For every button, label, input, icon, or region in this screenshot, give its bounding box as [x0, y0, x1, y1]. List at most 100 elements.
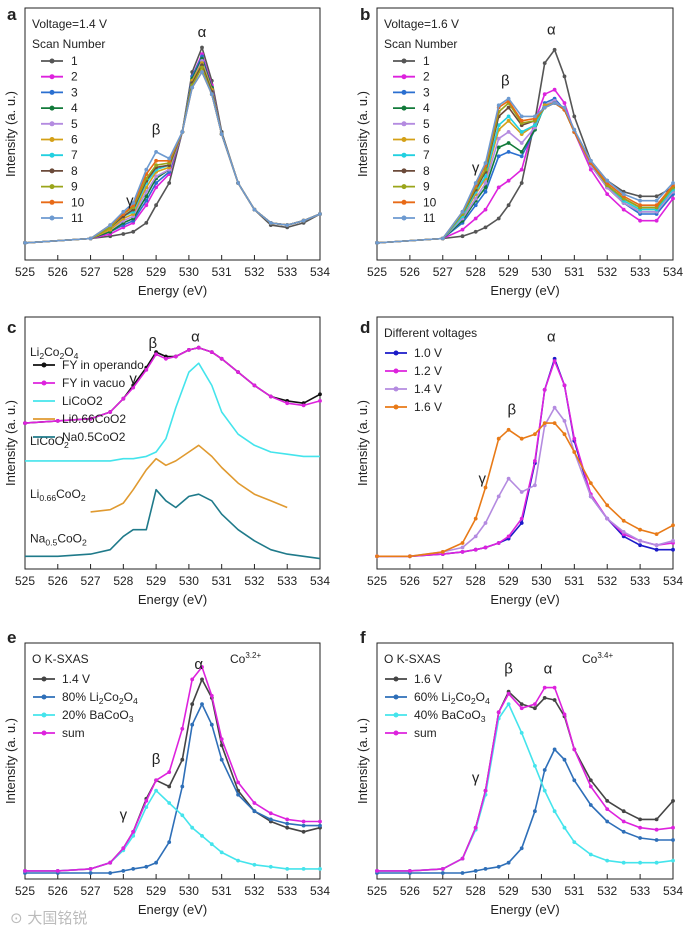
data-point: [533, 459, 537, 463]
data-point: [506, 860, 511, 865]
x-tick-label: 527: [433, 884, 453, 898]
data-point: [519, 141, 524, 145]
data-point: [483, 174, 488, 179]
data-point: [285, 817, 290, 822]
legend-label: 6: [71, 133, 78, 147]
data-point: [552, 405, 557, 410]
data-point: [108, 860, 113, 865]
data-point: [506, 96, 511, 101]
x-tick-label: 526: [48, 265, 68, 279]
data-point: [552, 698, 557, 702]
data-point: [654, 203, 659, 208]
data-point: [252, 383, 257, 388]
data-point: [144, 167, 149, 172]
series-line: [24, 55, 321, 244]
data-point: [621, 860, 626, 865]
data-point: [301, 867, 306, 871]
data-point: [654, 198, 659, 203]
data-point: [605, 503, 610, 508]
y-axis-label: Intensity (a. u.): [355, 91, 370, 177]
data-point: [533, 114, 537, 119]
data-point: [483, 161, 488, 165]
x-tick-label: 532: [597, 265, 617, 279]
x-tick-label: 528: [113, 574, 133, 588]
data-point: [268, 864, 273, 869]
legend-marker: [41, 380, 47, 386]
peak-label: β: [149, 335, 158, 352]
legend-marker: [41, 712, 47, 718]
legend-marker: [401, 137, 407, 142]
data-point: [506, 534, 511, 539]
data-point: [440, 236, 445, 241]
legend-marker: [393, 404, 399, 410]
data-point: [23, 869, 27, 873]
data-point: [562, 419, 567, 423]
data-point: [562, 757, 567, 762]
compound-label: Na0.5CoO2: [30, 532, 87, 548]
data-point: [209, 842, 214, 847]
data-point: [301, 819, 306, 824]
y-axis-label: Intensity (a. u.): [355, 718, 370, 804]
data-point: [483, 788, 488, 793]
data-point: [460, 541, 465, 545]
data-point: [621, 809, 626, 814]
data-point: [496, 123, 501, 128]
data-point: [318, 867, 322, 871]
x-tick-label: 533: [630, 265, 650, 279]
series-line: [24, 346, 321, 424]
x-tick-label: 532: [244, 574, 264, 588]
legend-marker: [393, 694, 399, 700]
x-tick-label: 531: [212, 574, 232, 588]
legend-label: 10: [423, 195, 437, 209]
data-point: [542, 387, 547, 392]
series-group: [23, 665, 322, 875]
watermark-text: ⊙ 大国铭锐: [10, 909, 88, 927]
data-point: [638, 860, 642, 865]
data-point: [588, 852, 593, 857]
data-point: [654, 543, 659, 548]
peak-label: α: [547, 22, 556, 39]
data-point: [671, 523, 675, 528]
data-point: [562, 105, 567, 110]
series-line: [377, 406, 674, 558]
panel-letter: f: [360, 628, 366, 647]
data-point: [588, 167, 593, 172]
data-point: [236, 780, 241, 785]
x-axis-label: Energy (eV): [490, 902, 559, 917]
data-point: [562, 74, 567, 79]
data-point: [121, 869, 126, 873]
legend-label: LiCoO2: [62, 394, 103, 408]
data-point: [621, 518, 626, 523]
x-tick-label: 527: [81, 574, 101, 588]
data-point: [473, 534, 478, 539]
data-point: [519, 114, 524, 119]
peak-label: β: [152, 751, 161, 768]
legend-label: 4: [423, 101, 430, 115]
legend-marker: [401, 215, 407, 221]
data-point: [654, 194, 659, 199]
legend-label: 1: [71, 54, 78, 68]
data-point: [460, 234, 465, 239]
data-point: [252, 207, 257, 212]
data-point: [496, 216, 501, 221]
data-point: [638, 543, 642, 548]
data-point: [154, 181, 159, 185]
x-tick-label: 532: [244, 884, 264, 898]
data-point: [562, 712, 567, 717]
data-point: [506, 203, 511, 208]
x-tick-label: 532: [597, 574, 617, 588]
data-point: [268, 221, 273, 225]
annotation-text: Voltage=1.6 V: [384, 17, 459, 31]
legend-marker: [393, 368, 399, 374]
data-point: [506, 141, 511, 145]
data-point: [440, 550, 445, 554]
data-point: [375, 554, 379, 559]
data-point: [180, 130, 185, 134]
data-point: [180, 784, 185, 789]
data-point: [154, 174, 159, 179]
legend-label: 10: [71, 195, 85, 209]
x-tick-label: 528: [466, 884, 486, 898]
peak-label: γ: [126, 193, 134, 210]
data-point: [671, 799, 675, 803]
